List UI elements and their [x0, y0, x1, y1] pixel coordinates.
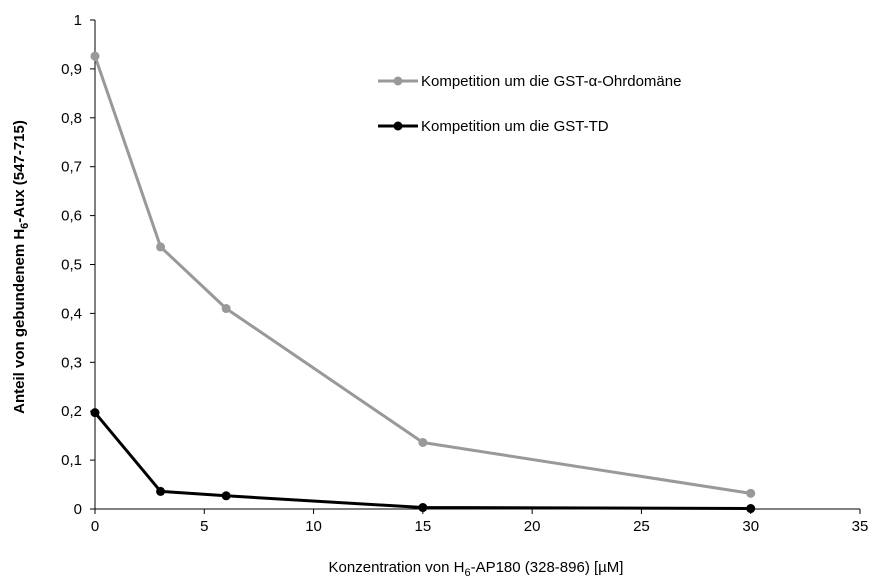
- series-2-point: [156, 486, 166, 496]
- legend-swatch-marker-2: [393, 121, 403, 131]
- y-tick-label: 0,3: [61, 354, 82, 371]
- y-tick-label: 0: [74, 501, 82, 518]
- y-axis-title-subscript: 6: [19, 223, 31, 229]
- legend-item-1: Kompetition um die GST-α-Ohrdomäne: [378, 73, 681, 90]
- legend-swatch-marker-1: [393, 76, 403, 86]
- axes: [94, 20, 860, 510]
- y-tick-label: 0,7: [61, 159, 82, 176]
- x-axis-title-part-2: -AP180 (328-896) [µM]: [471, 559, 624, 576]
- x-axis-ticks: 0 5 10 15 20 25 30 35: [91, 509, 869, 535]
- x-axis-title: Konzentration von H6-AP180 (328-896) [µM…: [329, 559, 624, 578]
- y-tick-label: 0,8: [61, 110, 82, 127]
- series-2-line: [93, 411, 751, 510]
- series-1-point: [156, 242, 166, 252]
- y-tick-label: 0,2: [61, 403, 82, 420]
- y-axis-title-part-1: Anteil von gebundenem H: [11, 229, 28, 414]
- series-2-point: [746, 504, 756, 514]
- legend: Kompetition um die GST-α-Ohrdomäne Kompe…: [378, 73, 681, 135]
- x-tick-label: 25: [633, 518, 650, 535]
- y-axis-title-part-2: -Aux (547-715): [11, 120, 28, 223]
- x-tick-label: 30: [742, 518, 759, 535]
- x-tick-label: 15: [415, 518, 432, 535]
- legend-label-2: Kompetition um die GST-TD: [421, 118, 609, 135]
- y-tick-label: 0,1: [61, 452, 82, 469]
- legend-item-2: Kompetition um die GST-TD: [378, 118, 609, 135]
- x-tick-label: 0: [91, 518, 99, 535]
- y-tick-label: 0,4: [61, 305, 82, 322]
- x-axis-title-subscript: 6: [464, 567, 470, 578]
- x-axis-title-part-1: Konzentration von H: [329, 559, 465, 576]
- series-1-point: [418, 437, 428, 447]
- x-tick-label: 35: [852, 518, 869, 535]
- series-1-point: [90, 51, 100, 61]
- series-1-point: [221, 304, 231, 314]
- y-axis-title: Anteil von gebundenem H6-Aux (547-715): [11, 120, 31, 414]
- series-2-point: [90, 408, 100, 418]
- x-tick-label: 5: [200, 518, 208, 535]
- y-tick-label: 0,5: [61, 257, 82, 274]
- series-2-point: [221, 491, 231, 501]
- legend-label-1: Kompetition um die GST-α-Ohrdomäne: [421, 73, 681, 90]
- y-axis-ticks: 0 0,1 0,2 0,3 0,4 0,5 0,6 0,7 0,8 0,9 1: [61, 12, 95, 518]
- x-tick-label: 20: [524, 518, 541, 535]
- y-tick-label: 0,6: [61, 208, 82, 225]
- y-tick-label: 0,9: [61, 61, 82, 78]
- x-tick-label: 10: [305, 518, 322, 535]
- series-2-point: [418, 503, 428, 513]
- y-tick-label: 1: [74, 12, 82, 29]
- series-1-point: [746, 488, 756, 498]
- series-layer: [90, 51, 756, 514]
